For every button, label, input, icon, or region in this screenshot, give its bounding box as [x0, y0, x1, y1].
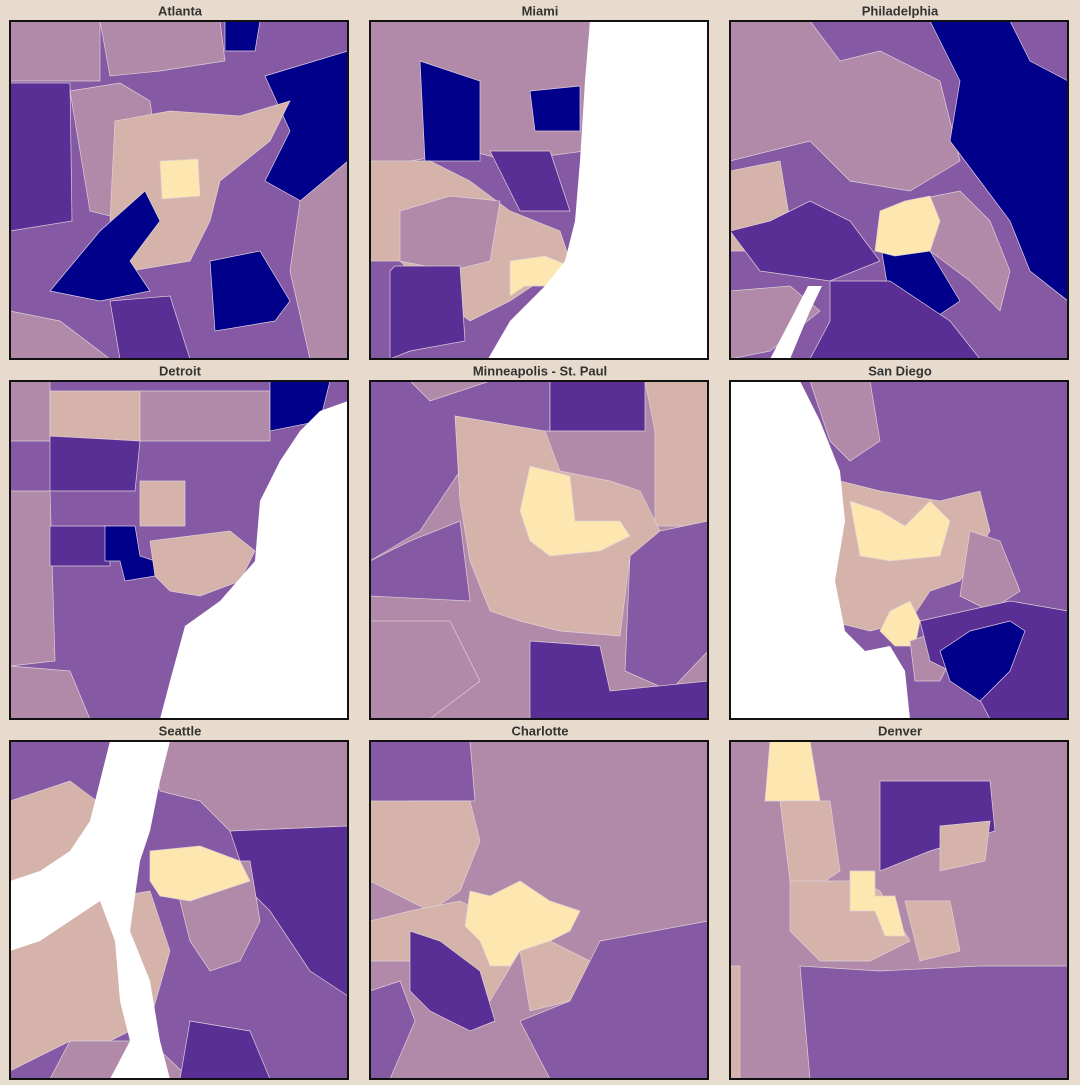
map-title: San Diego	[868, 363, 932, 378]
map-panel	[730, 21, 1068, 359]
region	[149, 845, 251, 902]
region	[730, 21, 961, 192]
region	[10, 665, 91, 719]
region	[49, 435, 141, 492]
region	[529, 85, 581, 132]
water	[730, 381, 910, 719]
region	[10, 310, 111, 359]
map-border	[9, 20, 349, 360]
region	[730, 965, 741, 1079]
map-border	[369, 20, 709, 360]
region	[799, 965, 1068, 1079]
region	[849, 870, 906, 937]
water	[10, 741, 170, 1079]
region	[370, 741, 476, 812]
map-border	[369, 380, 709, 720]
region	[529, 640, 708, 719]
region	[809, 280, 981, 359]
region	[139, 480, 186, 527]
map-border	[729, 20, 1069, 360]
map-border	[729, 740, 1069, 1080]
map-border	[729, 380, 1069, 720]
region	[389, 265, 466, 359]
region	[49, 525, 111, 567]
region	[764, 741, 821, 802]
region	[10, 21, 101, 82]
map-title: Charlotte	[511, 723, 568, 738]
map-title: Miami	[522, 3, 559, 18]
region	[939, 820, 991, 872]
region	[139, 390, 271, 442]
water	[488, 21, 708, 359]
map-title: Atlanta	[158, 3, 203, 18]
region	[370, 520, 471, 602]
region	[10, 82, 73, 232]
region	[929, 21, 1068, 302]
region	[10, 381, 51, 442]
region	[179, 1020, 271, 1079]
region	[159, 158, 201, 200]
region	[549, 381, 646, 432]
map-border	[9, 380, 349, 720]
map-title: Detroit	[159, 363, 202, 378]
region	[874, 195, 941, 257]
region	[209, 250, 291, 332]
region	[289, 160, 348, 359]
region	[10, 490, 56, 667]
map-panel	[730, 741, 1068, 1079]
map-title: Denver	[878, 723, 922, 738]
map-panel	[10, 741, 348, 1079]
region	[109, 295, 191, 359]
region	[409, 930, 496, 1032]
region	[644, 381, 708, 527]
region	[99, 21, 226, 77]
region	[224, 21, 261, 52]
region	[49, 190, 161, 302]
region	[370, 620, 481, 719]
region	[519, 920, 708, 1079]
region	[399, 195, 501, 272]
map-panel	[10, 21, 348, 359]
map-border	[9, 740, 349, 1080]
map-title: Philadelphia	[862, 3, 939, 18]
map-panel	[10, 381, 348, 719]
region	[419, 60, 481, 162]
map-title: Seattle	[159, 723, 202, 738]
region	[519, 465, 631, 557]
region	[489, 150, 571, 212]
region	[809, 381, 881, 462]
map-panel	[370, 381, 708, 719]
map-panel	[370, 21, 708, 359]
map-title: Minneapolis - St. Paul	[473, 363, 607, 378]
map-panel	[730, 381, 1068, 719]
water	[160, 401, 348, 719]
map-border	[369, 740, 709, 1080]
region	[370, 980, 416, 1079]
region	[904, 900, 961, 962]
region	[49, 390, 141, 442]
region	[849, 500, 951, 562]
water	[770, 286, 822, 359]
region	[730, 200, 881, 282]
region	[959, 530, 1021, 612]
region	[370, 800, 481, 912]
map-panel	[370, 741, 708, 1079]
region	[939, 620, 1026, 702]
